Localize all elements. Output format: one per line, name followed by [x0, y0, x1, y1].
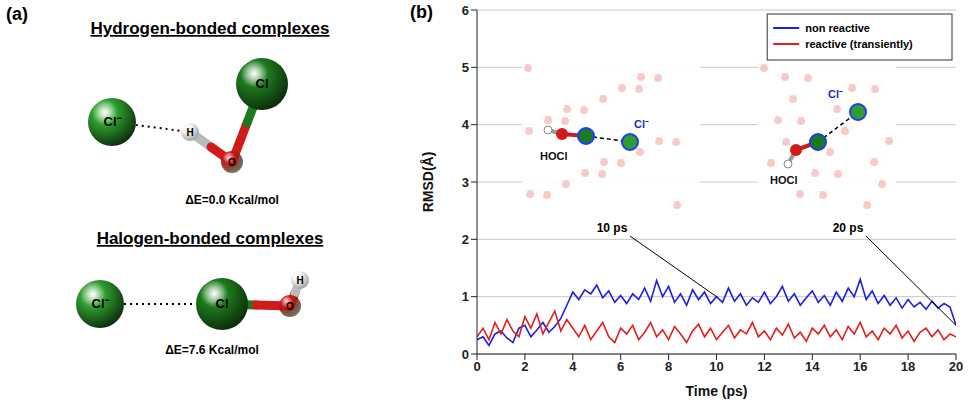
- svg-text:14: 14: [805, 359, 820, 374]
- svg-text:10 ps: 10 ps: [597, 221, 628, 235]
- svg-text:1: 1: [462, 289, 469, 304]
- svg-text:5: 5: [462, 60, 469, 75]
- svg-text:Time (ps): Time (ps): [686, 383, 748, 399]
- svg-text:18: 18: [901, 359, 915, 374]
- svg-text:reactive (transiently): reactive (transiently): [805, 38, 913, 50]
- svg-text:4: 4: [569, 359, 577, 374]
- svg-text:Cl⁻: Cl⁻: [104, 114, 122, 129]
- svg-text:Halogen-bonded complexes: Halogen-bonded complexes: [97, 229, 324, 248]
- svg-text:2: 2: [462, 232, 469, 247]
- svg-text:H: H: [296, 275, 303, 286]
- svg-text:H: H: [186, 127, 193, 138]
- svg-text:2: 2: [521, 359, 528, 374]
- svg-text:O: O: [228, 157, 236, 168]
- svg-text:12: 12: [757, 359, 771, 374]
- svg-text:Cl: Cl: [256, 76, 269, 91]
- svg-text:Cl⁻: Cl⁻: [634, 118, 649, 130]
- svg-text:non reactive: non reactive: [805, 22, 870, 34]
- svg-text:Cl: Cl: [216, 296, 229, 311]
- svg-text:Hydrogen-bonded complexes: Hydrogen-bonded complexes: [91, 19, 330, 38]
- svg-text:6: 6: [462, 3, 469, 18]
- html-text:(b): (b): [410, 2, 433, 22]
- svg-text:Cl⁻: Cl⁻: [828, 88, 843, 100]
- svg-text:20 ps: 20 ps: [833, 221, 864, 235]
- svg-text:16: 16: [853, 359, 867, 374]
- svg-text:ΔE=0.0 Kcal/mol: ΔE=0.0 Kcal/mol: [185, 193, 279, 207]
- svg-text:HOCl: HOCl: [770, 174, 798, 186]
- svg-text:HOCl: HOCl: [540, 150, 568, 162]
- svg-text:O: O: [286, 301, 294, 312]
- svg-text:(a): (a): [6, 4, 28, 24]
- svg-text:20: 20: [949, 359, 963, 374]
- svg-text:8: 8: [665, 359, 672, 374]
- svg-text:0: 0: [473, 359, 480, 374]
- svg-text:RMSD(Å): RMSD(Å): [420, 152, 436, 213]
- svg-text:4: 4: [462, 117, 470, 132]
- svg-text:10: 10: [709, 359, 723, 374]
- svg-text:3: 3: [462, 175, 469, 190]
- svg-text:ΔE=7.6 Kcal/mol: ΔE=7.6 Kcal/mol: [165, 343, 259, 357]
- svg-text:Cl⁻: Cl⁻: [92, 296, 110, 311]
- svg-text:6: 6: [617, 359, 624, 374]
- svg-text:0: 0: [462, 347, 469, 362]
